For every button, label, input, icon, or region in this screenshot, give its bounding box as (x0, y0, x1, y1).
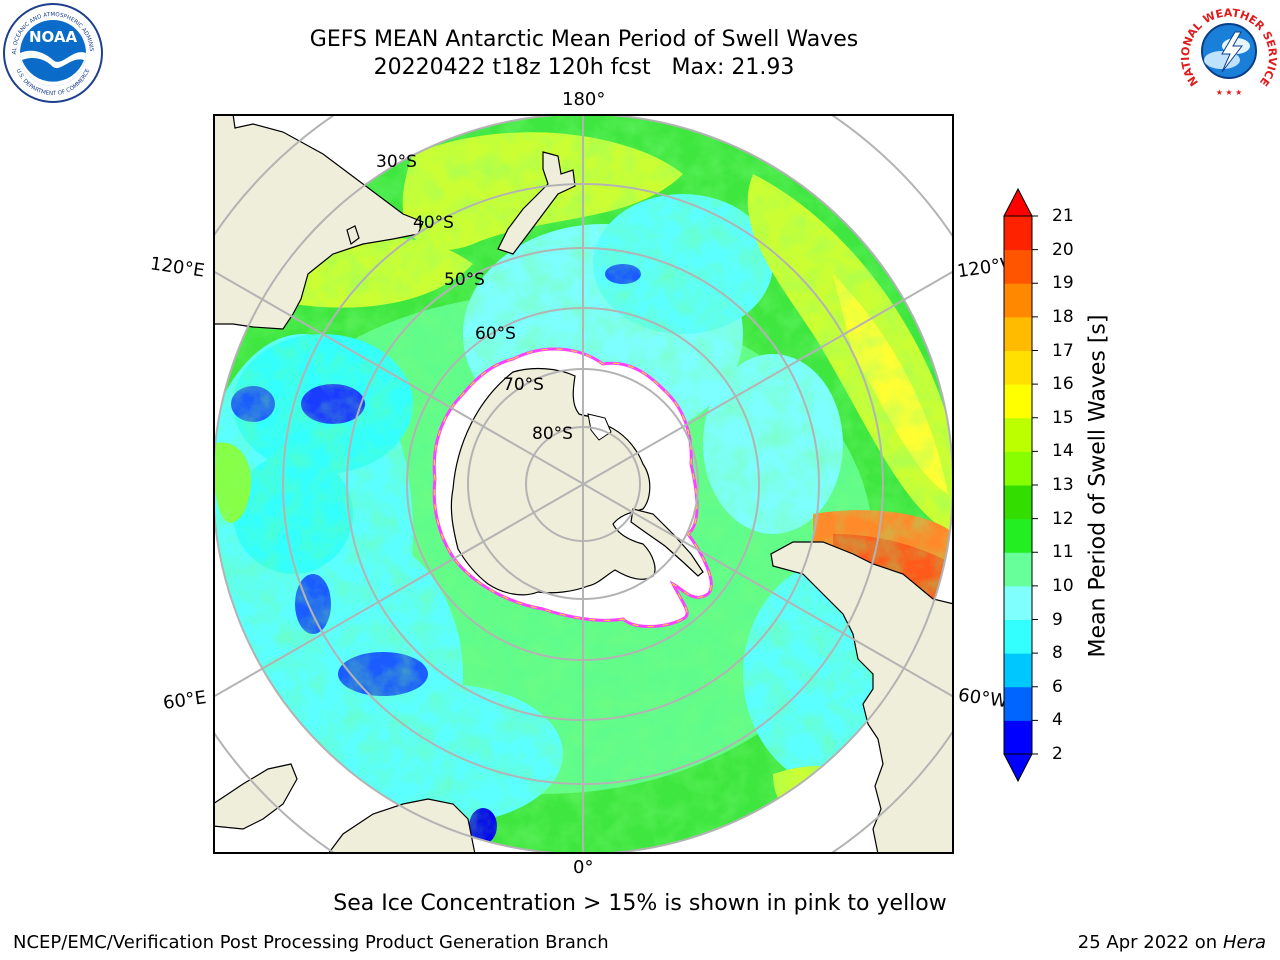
footer-date: 25 Apr 2022 on Hera (1078, 932, 1266, 953)
colorbar (1003, 187, 1038, 783)
colorbar-tick-label: 6 (1052, 676, 1063, 697)
noaa-logo: NOAA NATIONAL OCEANIC AND ATMOSPHERIC AD… (2, 2, 103, 103)
colorbar-band (1004, 249, 1032, 284)
lat-label-40s: 40°S (413, 213, 454, 233)
colorbar-band (1004, 283, 1032, 318)
colorbar-band (1004, 216, 1032, 251)
colorbar-tick-label: 10 (1052, 575, 1074, 596)
colorbar-band (1004, 518, 1032, 553)
colorbar-tick-label: 14 (1052, 441, 1074, 462)
colorbar-band (1004, 316, 1032, 351)
colorbar-band (1004, 653, 1032, 688)
colorbar-tick-label: 15 (1052, 407, 1074, 428)
colorbar-tick-label: 13 (1052, 475, 1074, 495)
lon-label-180: 180° (562, 89, 606, 110)
colorbar-band (1004, 350, 1032, 385)
svg-text:★ ★ ★: ★ ★ ★ (1216, 88, 1243, 97)
colorbar-band (1004, 686, 1032, 721)
colorbar-tick-label: 12 (1052, 508, 1074, 529)
antarctica (432, 347, 713, 628)
colorbar-tick-label: 4 (1052, 710, 1063, 731)
colorbar-band (1004, 485, 1032, 520)
colorbar-band (1004, 585, 1032, 620)
colorbar-band (1004, 384, 1032, 419)
sea-ice-edge-yellow (433, 348, 712, 628)
colorbar-tick-label: 9 (1052, 609, 1063, 630)
lat-label-70s: 70°S (503, 375, 544, 395)
sea-ice-note: Sea Ice Concentration > 15% is shown in … (333, 891, 947, 916)
colorbar-tick-label: 18 (1052, 306, 1074, 327)
colorbar-tick-label: 21 (1052, 206, 1074, 226)
colorbar-band (1004, 619, 1032, 654)
colorbar-band (1004, 720, 1032, 755)
colorbar-tick-label: 17 (1052, 340, 1074, 361)
colorbar-tick-label: 2 (1052, 744, 1063, 764)
colorbar-tick-label: 19 (1052, 273, 1074, 294)
antarctic-peninsula (630, 508, 704, 577)
map-border (213, 114, 954, 854)
colorbar-tick-label: 20 (1052, 239, 1074, 260)
chart-title: GEFS MEAN Antarctic Mean Period of Swell… (309, 27, 859, 52)
nws-logo: NATIONAL WEATHER SERVICE ★ ★ ★ (1179, 3, 1279, 99)
lat-label-30s: 30°S (376, 152, 417, 172)
lat-label-50s: 50°S (444, 270, 485, 290)
land-masses (213, 114, 954, 854)
noaa-logo-text: NOAA (29, 28, 78, 46)
colorbar-tick-label: 16 (1052, 374, 1074, 395)
lon-label-60e: 60°E (161, 687, 208, 714)
colorbar-band (1004, 552, 1032, 587)
lon-label-120e: 120°E (148, 253, 206, 282)
chart-subtitle: 20220422 t18z 120h fcst Max: 21.93 (373, 55, 795, 80)
colorbar-tick-label: 8 (1052, 643, 1063, 664)
graticule (213, 114, 954, 854)
colorbar-band (1004, 417, 1032, 452)
footer-credit: NCEP/EMC/Verification Post Processing Pr… (13, 932, 609, 953)
polar-map (213, 114, 954, 854)
footer-date-text: 25 Apr 2022 on (1077, 932, 1223, 953)
colorbar-band (1004, 451, 1032, 486)
footer-host: Hera (1222, 932, 1266, 953)
colorbar-tick-label: 11 (1052, 542, 1074, 563)
lon-label-0: 0° (573, 857, 594, 878)
lat-label-60s: 60°S (475, 324, 516, 344)
lat-label-80s: 80°S (532, 424, 573, 444)
colorbar-label: Mean Period of Swell Waves [s] (1085, 314, 1111, 658)
